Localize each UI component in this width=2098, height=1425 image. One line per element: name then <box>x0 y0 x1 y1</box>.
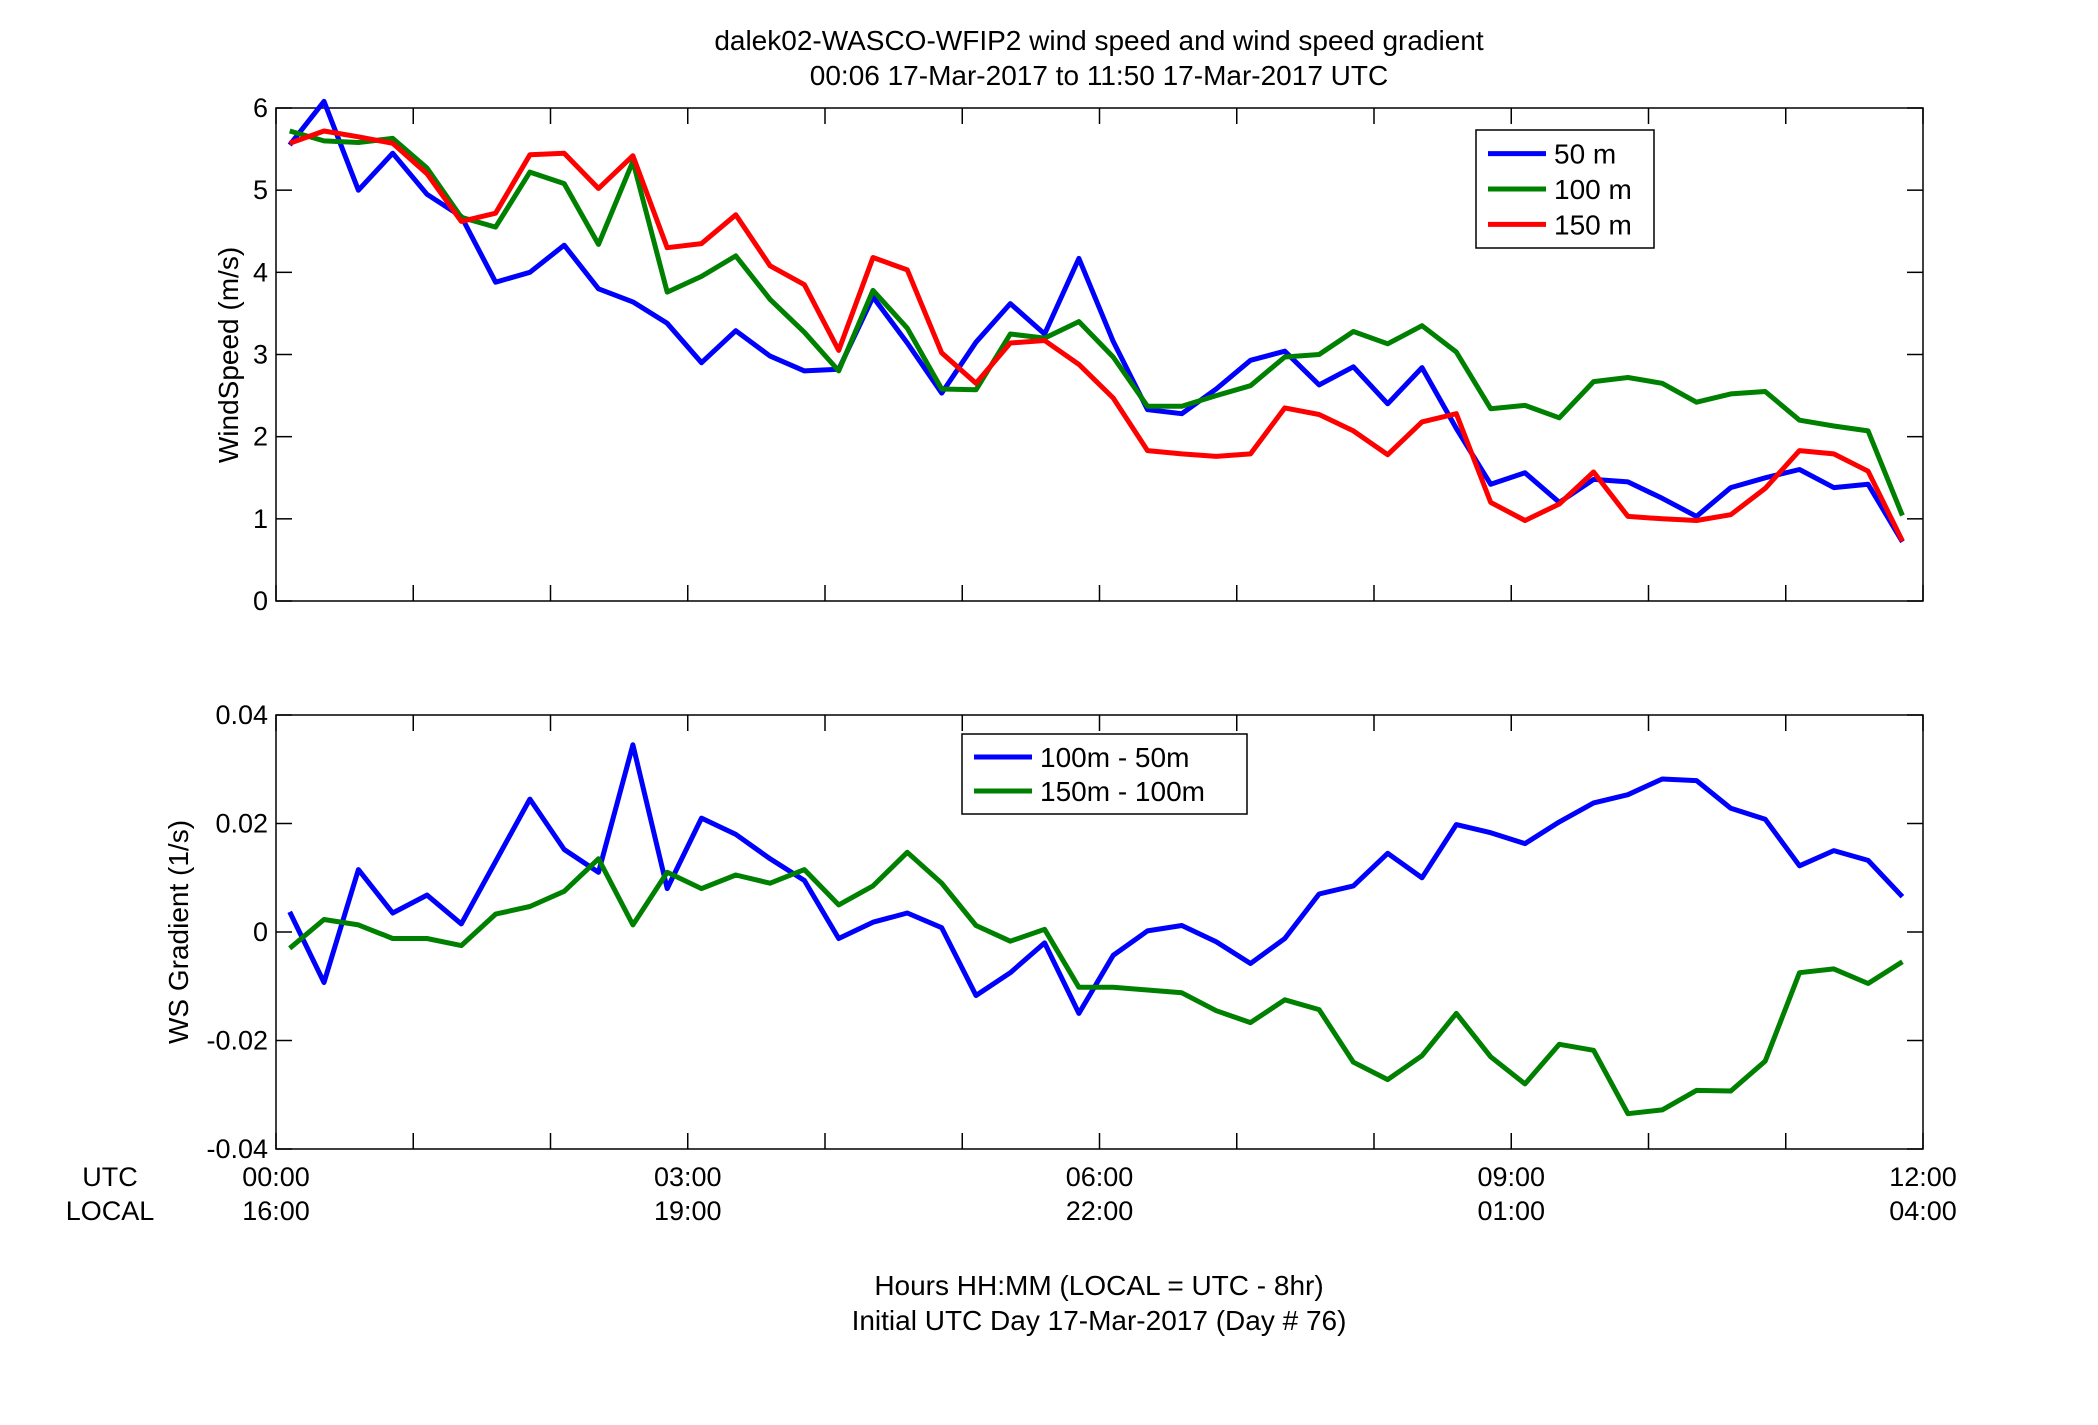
x-tick-label-utc: 09:00 <box>1477 1162 1545 1192</box>
x-axis-label-line2: Initial UTC Day 17-Mar-2017 (Day # 76) <box>852 1305 1347 1336</box>
gradient-y-axis-label: WS Gradient (1/s) <box>163 820 194 1044</box>
windspeed-y-axis-label: WindSpeed (m/s) <box>213 247 244 463</box>
windspeed-panel: 0 1 2 3 4 5 6 WindSpeed (m/s) 50 m 100 m 150 m <box>213 93 1924 616</box>
gradient-y-tick-labels: -0.04 -0.02 0 0.02 0.04 <box>206 700 268 1164</box>
legend-label: 100m - 50m <box>1040 742 1189 773</box>
y-tick-label: -0.04 <box>206 1134 268 1164</box>
legend-label: 50 m <box>1554 139 1616 170</box>
chart-title-line1: dalek02-WASCO-WFIP2 wind speed and wind … <box>714 25 1484 56</box>
gradient-series-lines <box>287 742 1905 1117</box>
gradient-panel: -0.04 -0.02 0 0.02 0.04 WS Gradient (1/s) 10… <box>163 700 1924 1164</box>
x-tick-label-local: 04:00 <box>1889 1196 1957 1226</box>
x-tick-label-utc: 00:00 <box>242 1162 310 1192</box>
y-tick-label: 1 <box>253 504 268 534</box>
legend-label: 150 m <box>1554 209 1632 240</box>
y-tick-label: 5 <box>253 175 268 205</box>
y-tick-label: 6 <box>253 93 268 123</box>
y-tick-label: 0 <box>253 917 268 947</box>
x-tick-label-utc: 06:00 <box>1066 1162 1134 1192</box>
legend-label: 100 m <box>1554 174 1632 205</box>
x-tick-label-utc: 12:00 <box>1889 1162 1957 1192</box>
y-tick-label: 2 <box>253 422 268 452</box>
windspeed-y-tick-labels: 0 1 2 3 4 5 6 <box>253 93 268 616</box>
y-tick-label: 0.04 <box>215 700 268 730</box>
windspeed-series-lines <box>287 98 1905 544</box>
local-row-label: LOCAL <box>66 1196 155 1226</box>
series-line-100-m <box>289 128 1905 517</box>
x-tick-labels: 00:00 16:00 03:00 19:00 06:00 22:00 09:00 01:00… <box>242 1162 1957 1226</box>
legend-label: 150m - 100m <box>1040 776 1205 807</box>
y-tick-label: 0.02 <box>215 809 268 839</box>
x-tick-label-local: 22:00 <box>1066 1196 1134 1226</box>
windspeed-legend: 50 m 100 m 150 m <box>1475 129 1655 249</box>
series-line-50-m <box>287 98 1905 544</box>
series-line-150-m <box>288 128 1905 543</box>
y-tick-label: 0 <box>253 586 268 616</box>
y-tick-label: 3 <box>253 340 268 370</box>
x-tick-label-utc: 03:00 <box>654 1162 722 1192</box>
y-tick-label: 4 <box>253 257 268 287</box>
legend-box <box>961 733 1248 815</box>
x-tick-label-local: 19:00 <box>654 1196 722 1226</box>
x-tick-label-local: 01:00 <box>1477 1196 1545 1226</box>
y-tick-label: -0.02 <box>206 1026 268 1056</box>
series-line-150m-100m <box>288 849 1904 1117</box>
x-tick-label-local: 16:00 <box>242 1196 310 1226</box>
utc-row-label: UTC <box>82 1162 138 1192</box>
windspeed-tick-marks <box>275 107 1924 602</box>
gradient-tick-marks <box>275 714 1924 1150</box>
x-axis-label-line1: Hours HH:MM (LOCAL = UTC - 8hr) <box>874 1270 1323 1301</box>
chart-title-line2: 00:06 17-Mar-2017 to 11:50 17-Mar-2017 U… <box>810 60 1388 91</box>
series-line-100m-50m <box>287 742 1905 1016</box>
